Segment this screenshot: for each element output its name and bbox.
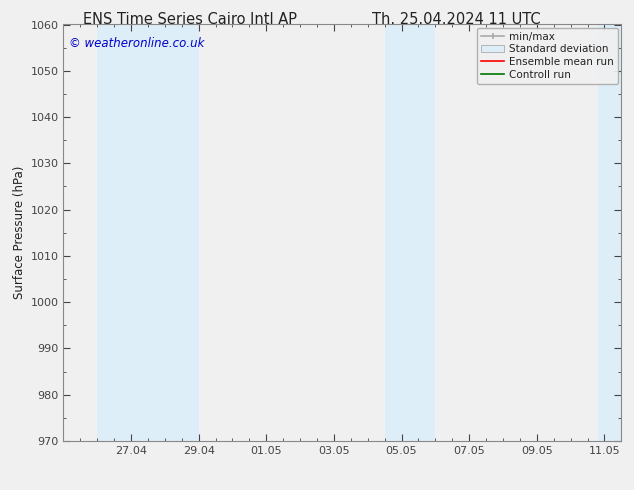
Bar [598,24,621,441]
Bar [97,24,198,441]
Text: Th. 25.04.2024 11 UTC: Th. 25.04.2024 11 UTC [372,12,541,27]
Bar [385,24,436,441]
Legend: min/max, Standard deviation, Ensemble mean run, Controll run: min/max, Standard deviation, Ensemble me… [477,27,618,84]
Text: © weatheronline.co.uk: © weatheronline.co.uk [69,37,204,50]
Y-axis label: Surface Pressure (hPa): Surface Pressure (hPa) [13,166,26,299]
Text: ENS Time Series Cairo Intl AP: ENS Time Series Cairo Intl AP [83,12,297,27]
